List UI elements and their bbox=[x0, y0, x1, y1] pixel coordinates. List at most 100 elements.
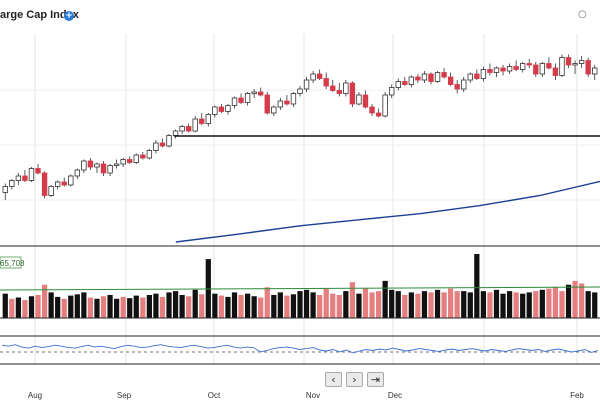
candle bbox=[369, 106, 375, 114]
candle bbox=[402, 81, 408, 85]
volume-bar bbox=[480, 291, 487, 318]
volume-bar bbox=[238, 294, 244, 318]
volume-bar bbox=[2, 293, 8, 318]
candle bbox=[172, 130, 179, 136]
volume-bar bbox=[231, 292, 238, 318]
candle bbox=[356, 94, 362, 105]
candle bbox=[251, 91, 257, 94]
x-tick-label: Dec bbox=[388, 391, 402, 400]
volume-bar bbox=[244, 293, 251, 318]
candle bbox=[533, 64, 539, 75]
volume-average-layer bbox=[0, 286, 600, 291]
candle bbox=[434, 72, 441, 82]
candle bbox=[546, 63, 552, 69]
volume-bar bbox=[55, 296, 61, 318]
volume-bar bbox=[565, 284, 572, 318]
x-tick-label: Nov bbox=[306, 391, 320, 400]
candle bbox=[258, 91, 264, 96]
candle bbox=[54, 181, 61, 187]
volume-bar bbox=[271, 294, 277, 318]
volume-bar bbox=[330, 293, 336, 318]
candle bbox=[447, 76, 454, 85]
candle bbox=[336, 90, 342, 94]
candle bbox=[395, 81, 401, 88]
moving-average-line bbox=[175, 180, 600, 243]
candle bbox=[310, 73, 316, 81]
volume-bar bbox=[251, 296, 257, 318]
plus-circle-icon[interactable]: + bbox=[64, 11, 74, 21]
volume-bar bbox=[107, 294, 113, 318]
volume-bar bbox=[81, 292, 87, 318]
volume-bar bbox=[28, 296, 35, 318]
chart-header: arge Cap Index + ○ bbox=[0, 0, 600, 32]
volume-bar bbox=[474, 254, 480, 318]
volume-bar bbox=[539, 289, 545, 318]
moving-average-layer bbox=[175, 180, 600, 243]
candle bbox=[513, 66, 519, 70]
end-button[interactable]: ⇥ bbox=[367, 372, 384, 387]
candle bbox=[15, 175, 22, 181]
candle bbox=[526, 63, 532, 66]
volume-bar bbox=[585, 291, 591, 318]
chart-options-icon[interactable]: ○ bbox=[578, 9, 587, 20]
candle bbox=[415, 76, 421, 81]
volume-bar bbox=[349, 282, 356, 318]
candle bbox=[146, 150, 153, 159]
candle bbox=[192, 118, 198, 132]
candle bbox=[500, 67, 506, 72]
candle bbox=[480, 69, 487, 79]
volume-average-line bbox=[0, 286, 600, 291]
candle bbox=[113, 163, 120, 166]
candle bbox=[127, 159, 133, 163]
candle bbox=[388, 87, 395, 96]
candle bbox=[94, 163, 100, 168]
volume-bar bbox=[264, 287, 270, 318]
candle bbox=[271, 106, 277, 114]
candle bbox=[493, 67, 500, 73]
volume-bar bbox=[133, 295, 139, 318]
candle bbox=[375, 112, 382, 117]
candle bbox=[382, 94, 388, 117]
candle bbox=[572, 63, 578, 66]
volume-label-box bbox=[0, 256, 22, 269]
candle bbox=[179, 126, 185, 132]
candle bbox=[107, 165, 113, 174]
volume-bar bbox=[48, 292, 54, 318]
candle bbox=[277, 100, 284, 108]
volume-bar bbox=[434, 289, 441, 318]
volume-bar bbox=[74, 294, 80, 318]
volume-bar bbox=[297, 291, 303, 318]
volume-bar bbox=[402, 294, 408, 318]
candle bbox=[323, 78, 329, 87]
volume-bar bbox=[389, 289, 395, 318]
volume-bar bbox=[415, 293, 421, 318]
candle bbox=[578, 60, 585, 64]
candle bbox=[506, 66, 513, 72]
candle bbox=[74, 169, 81, 177]
next-button[interactable]: › bbox=[346, 372, 363, 387]
volume-bar bbox=[362, 288, 369, 318]
volume-bar bbox=[317, 294, 323, 318]
volume-bar bbox=[153, 293, 159, 318]
volume-bar bbox=[369, 292, 375, 318]
prev-button[interactable]: ‹ bbox=[325, 372, 342, 387]
volume-bar bbox=[395, 291, 401, 318]
volume-bar bbox=[421, 291, 428, 318]
volume-bar bbox=[159, 296, 166, 318]
volume-bar bbox=[448, 288, 454, 318]
candle bbox=[212, 106, 218, 115]
x-tick-label: Sep bbox=[117, 391, 132, 400]
candle bbox=[81, 160, 87, 171]
candle bbox=[61, 181, 67, 186]
candle bbox=[592, 67, 598, 75]
candle bbox=[159, 142, 166, 147]
volume-bar bbox=[579, 283, 585, 318]
volume-bar bbox=[533, 291, 539, 318]
volume-bar bbox=[559, 291, 565, 318]
volume-bar bbox=[9, 298, 15, 318]
candle bbox=[41, 172, 48, 196]
volume-bar bbox=[408, 292, 414, 318]
volume-label: 65,708 bbox=[0, 259, 25, 268]
candle bbox=[140, 154, 146, 159]
